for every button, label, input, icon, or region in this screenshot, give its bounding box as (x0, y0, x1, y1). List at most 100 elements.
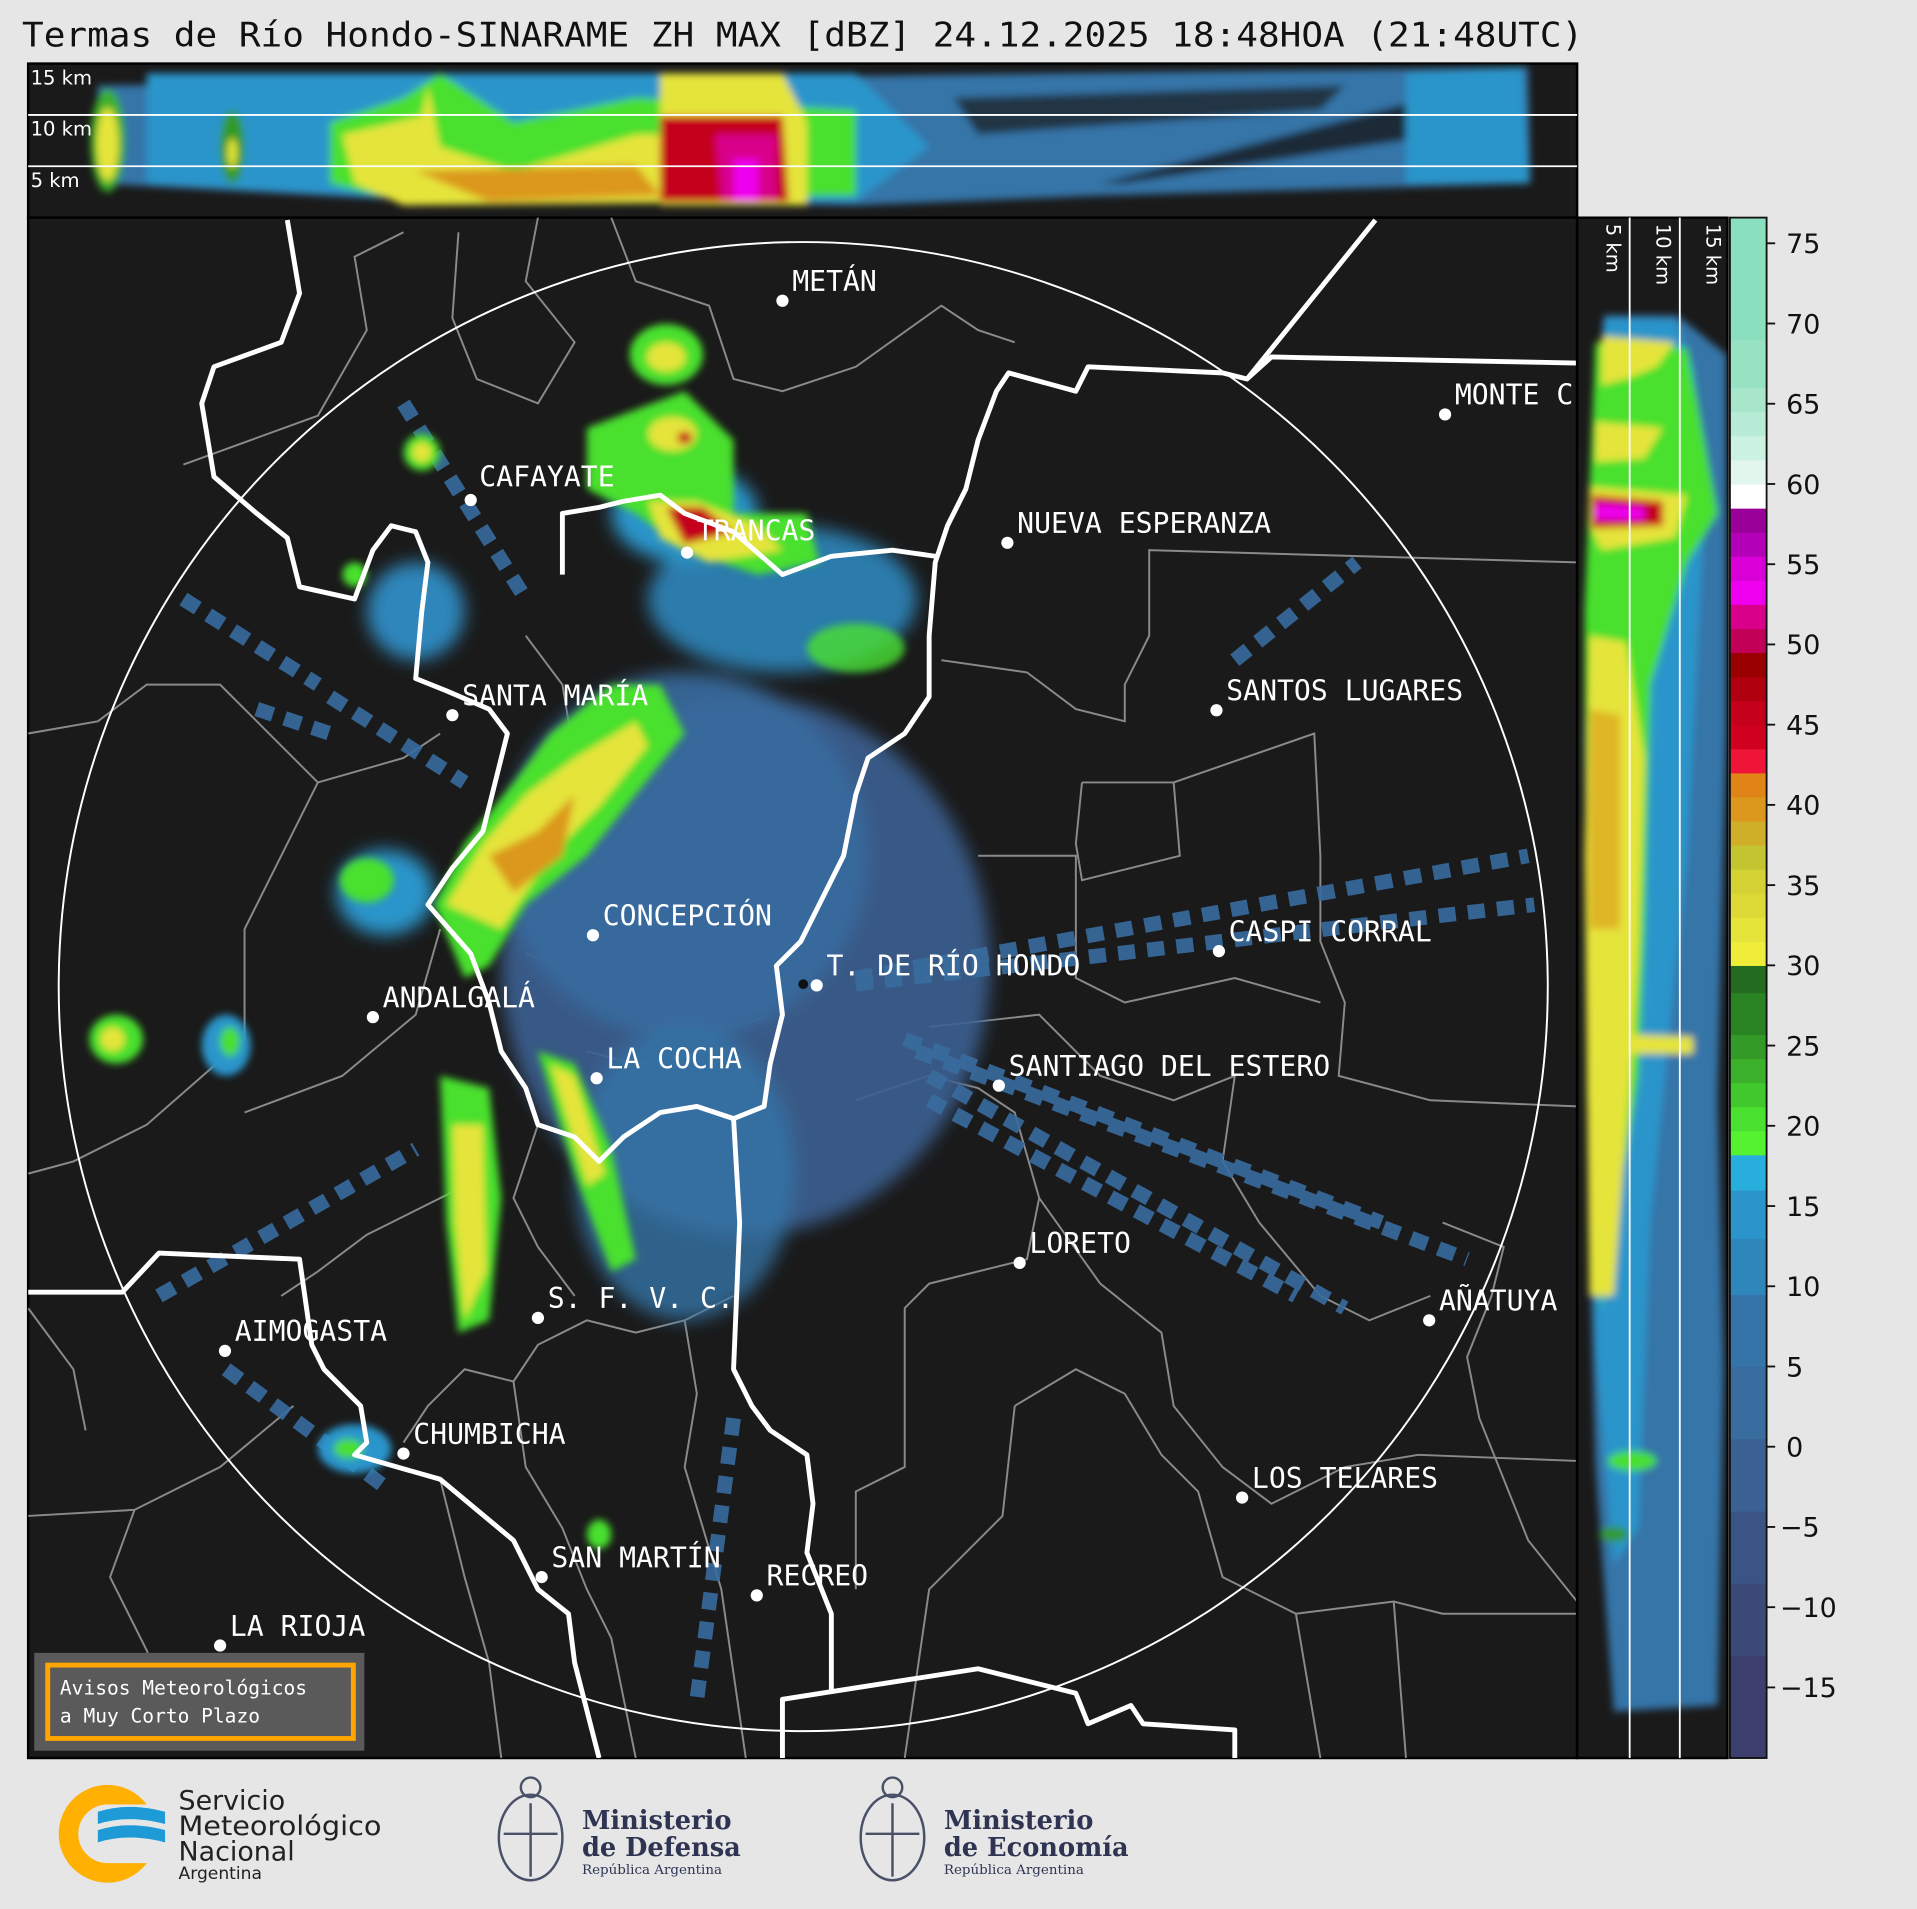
colorbar-band (1729, 339, 1767, 389)
ministerio-economia-logo: Ministerio de Economía República Argenti… (859, 1776, 1129, 1882)
smn-line1: Servicio (179, 1785, 286, 1816)
city-dot-icon (213, 1639, 227, 1652)
city-label: SAN MARTÍN (551, 1540, 720, 1574)
city-santa-maría: SANTA MARÍA (446, 678, 648, 722)
city-santiago-del-estero: SANTIAGO DEL ESTERO (992, 1050, 1330, 1092)
colorbar-band (1729, 992, 1767, 1035)
city-dot-icon (531, 1311, 545, 1325)
city-dot-icon (218, 1344, 232, 1358)
city-labels: METÁN CAFAYATE TRANCAS NUEVA ESPERANZA MONTE… (213, 264, 1573, 1652)
economia-line1: Ministerio (944, 1806, 1094, 1836)
city-monte-c: MONTE C (1438, 379, 1573, 421)
colorbar-band (1729, 435, 1767, 461)
smn-line4: Argentina (179, 1864, 262, 1884)
colorbar-tick-label: 45 (1786, 710, 1820, 741)
city-label: LA RIOJA (230, 1610, 365, 1643)
city-metán: METÁN (776, 264, 877, 307)
colorbar-band (1729, 1034, 1767, 1060)
city-label: SANTA MARÍA (462, 678, 648, 712)
colorbar-band (1729, 820, 1767, 846)
province-boundaries (28, 218, 1578, 1759)
colorbar-tick-label: 40 (1786, 791, 1820, 822)
top-cross-section-panel: 15 km 10 km 5 km (26, 62, 1579, 219)
city-label: CONCEPCIÓN (603, 898, 772, 932)
colorbar-tick-label: 25 (1786, 1031, 1820, 1062)
colorbar-band (1729, 796, 1767, 822)
colorbar-band (1729, 1189, 1767, 1239)
city-label: NUEVA ESPERANZA (1017, 507, 1271, 540)
city-aimogasta: AIMOGASTA (218, 1315, 387, 1358)
city-dot-icon (1212, 945, 1226, 958)
colorbar-band (1729, 1238, 1767, 1295)
city-dot-icon (1423, 1314, 1436, 1327)
colorbar-band (1729, 700, 1767, 726)
alert-box-line2: a Muy Corto Plazo (60, 1705, 260, 1728)
city-dot-icon (810, 979, 823, 992)
city-los-telares: LOS TELARES (1236, 1462, 1438, 1504)
radar-map[interactable]: METÁN CAFAYATE TRANCAS NUEVA ESPERANZA MONTE… (26, 216, 1579, 1760)
city-label: S. F. V. C. (548, 1282, 734, 1315)
colorbar-band (1729, 217, 1767, 341)
city-dot-icon (590, 1072, 603, 1085)
colorbar-tick-label: 70 (1786, 309, 1820, 340)
city-nueva-esperanza: NUEVA ESPERANZA (1001, 507, 1271, 549)
colorbar-band (1729, 532, 1767, 557)
city-dot-icon (750, 1589, 763, 1602)
colorbar-band (1729, 652, 1767, 678)
colorbar-band (1729, 1130, 1767, 1156)
city-cafayate: CAFAYATE (464, 461, 615, 507)
side-height-label-15km: 15 km (1702, 224, 1725, 285)
city-label: AIMOGASTA (235, 1315, 387, 1348)
colorbar-tick-label: 20 (1786, 1112, 1820, 1143)
city-san-martín: SAN MARTÍN (535, 1540, 721, 1584)
city-dot-icon (1210, 704, 1223, 717)
city-label: CAFAYATE (479, 461, 614, 494)
city-dot-icon (586, 929, 600, 942)
city-label: AÑATUYA (1439, 1284, 1558, 1318)
alert-box[interactable]: Avisos Meteorológicos a Muy Corto Plazo (34, 1652, 365, 1751)
city-concepción: CONCEPCIÓN (586, 898, 772, 942)
colorbar-tick-label: 35 (1786, 871, 1820, 902)
city-andalgalá: ANDALGALÁ (366, 980, 535, 1024)
alert-box-line1: Avisos Meteorológicos (60, 1676, 307, 1699)
city-label: ANDALGALÁ (383, 980, 535, 1014)
colorbar-band (1729, 965, 1767, 994)
colorbar-tick-label: 30 (1786, 951, 1820, 982)
city-caspi-corral: CASPI CORRAL (1212, 915, 1432, 958)
city-dot-icon (680, 546, 694, 559)
colorbar-band (1729, 1106, 1767, 1132)
city-dot-icon (776, 294, 789, 307)
figure-title: Termas de Río Hondo-SINARAME ZH MAX [dBZ… (22, 15, 1583, 55)
colorbar-band (1729, 604, 1767, 629)
city-label: LORETO (1029, 1227, 1131, 1260)
colorbar-tick-label: 60 (1786, 470, 1820, 501)
colorbar-tick-label: 65 (1786, 390, 1820, 421)
city-dot-icon (397, 1447, 410, 1460)
city-label: LOS TELARES (1252, 1462, 1438, 1495)
city-santos-lugares: SANTOS LUGARES (1210, 675, 1463, 717)
colorbar-band (1729, 941, 1767, 966)
colorbar-tick-label: 10 (1786, 1272, 1820, 1303)
colorbar-band (1729, 724, 1767, 750)
colorbar-band (1729, 917, 1767, 942)
colorbar-band (1729, 869, 1767, 894)
city-dot-icon (1438, 408, 1452, 421)
colorbar-band (1729, 1510, 1767, 1584)
colorbar-band (1729, 1058, 1767, 1084)
colorbar-band (1729, 628, 1767, 654)
colorbar-band (1729, 1154, 1767, 1191)
colorbar-tick-label: 5 (1786, 1352, 1803, 1383)
colorbar-band (1729, 748, 1767, 774)
city-dot-icon (1001, 536, 1014, 549)
colorbar-band (1729, 483, 1767, 509)
city-dot-icon (535, 1570, 548, 1584)
city-la-cocha: LA COCHA (590, 1043, 742, 1085)
smn-line2: Meteorológico (179, 1811, 382, 1842)
ministerio-defensa-logo: Ministerio de Defensa República Argentin… (497, 1776, 741, 1882)
coat-of-arms-icon (859, 1776, 926, 1882)
colorbar-tick-label: −10 (1780, 1593, 1837, 1624)
coat-of-arms-icon (497, 1776, 564, 1882)
colorbar-band (1729, 580, 1767, 605)
city-label: CHUMBICHA (413, 1418, 565, 1451)
